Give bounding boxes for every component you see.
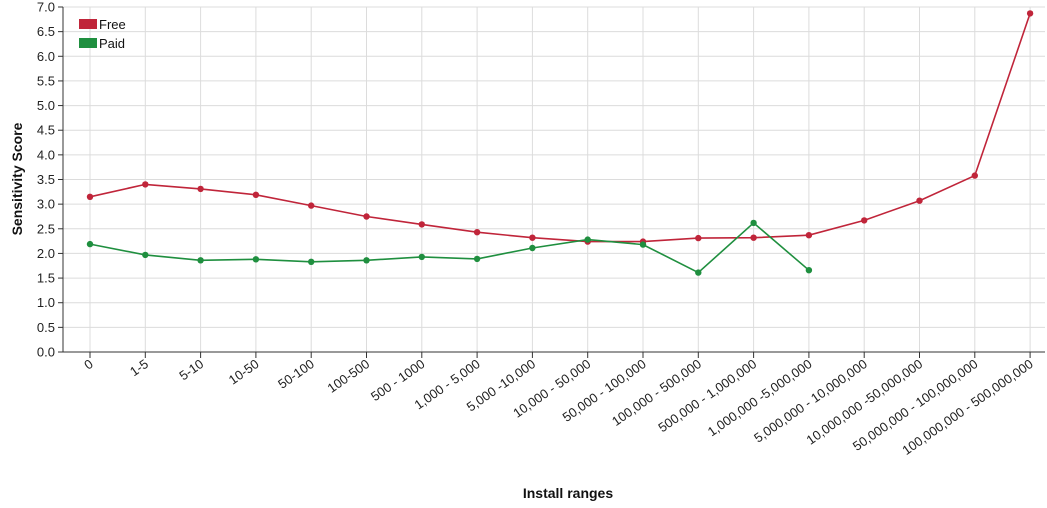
- data-point-free: [473, 229, 481, 236]
- y-tick-label: 1.0: [37, 295, 55, 310]
- data-point-free: [529, 234, 536, 241]
- x-tick-label: 5-10: [176, 356, 206, 383]
- data-point-free: [916, 197, 923, 204]
- data-point-free: [86, 193, 94, 200]
- x-tick-label: 50-100: [275, 356, 317, 392]
- data-point-free: [1026, 10, 1034, 17]
- data-point-free: [363, 213, 370, 220]
- y-tick-label: 2.0: [37, 246, 55, 261]
- y-tick-label: 4.0: [37, 147, 55, 162]
- data-point-free: [252, 191, 260, 198]
- x-tick-label: 1-5: [127, 356, 151, 379]
- y-tick-label: 1.5: [37, 271, 55, 286]
- y-tick-label: 3.0: [37, 197, 55, 212]
- data-point-paid: [142, 251, 149, 259]
- data-point-paid: [584, 236, 591, 243]
- y-tick-label: 6.5: [37, 24, 55, 39]
- data-point-free: [418, 221, 425, 228]
- y-axis-ticks: 0.0 0.5 1.0 1.5 2.0 2.5 3.0 3.5 4.0 4.5 5.0 5.5 6.0 6…: [37, 0, 63, 360]
- data-point-paid: [473, 255, 481, 263]
- data-point-free: [197, 185, 204, 193]
- legend: Free Paid: [79, 17, 126, 51]
- legend-swatch-paid: [79, 38, 97, 48]
- x-tick-label: 100-500: [325, 356, 373, 396]
- data-point-free: [861, 217, 868, 224]
- x-tick-label: 500,000 - 1,000,000: [655, 356, 759, 435]
- series-layer: [86, 10, 1034, 276]
- data-point-free: [750, 234, 757, 241]
- y-tick-label: 5.5: [37, 73, 55, 88]
- grid: [63, 6, 1045, 353]
- data-point-paid: [695, 269, 702, 276]
- data-point-free: [971, 172, 978, 179]
- data-point-free: [695, 234, 702, 242]
- series-line-free: [89, 13, 1031, 243]
- data-point-paid: [252, 256, 260, 263]
- x-axis-title: Install ranges: [523, 485, 613, 501]
- data-point-paid: [86, 240, 94, 248]
- legend-swatch-free: [79, 19, 97, 29]
- y-axis-title: Sensitivity Score: [9, 122, 25, 235]
- data-point-free: [308, 202, 315, 209]
- y-tick-label: 0.0: [37, 345, 55, 360]
- data-point-paid: [418, 253, 425, 261]
- y-tick-label: 2.5: [37, 221, 55, 236]
- y-tick-label: 4.5: [37, 123, 55, 138]
- data-point-paid: [639, 241, 647, 248]
- legend-label-paid: Paid: [99, 36, 125, 51]
- y-tick-label: 7.0: [37, 0, 55, 15]
- legend-label-free: Free: [99, 17, 126, 32]
- series-line-paid: [89, 221, 810, 274]
- data-point-free: [805, 232, 813, 239]
- data-point-paid: [750, 219, 757, 227]
- data-point-paid: [529, 244, 536, 252]
- y-tick-label: 0.5: [37, 320, 55, 335]
- x-tick-label: 10-50: [226, 356, 262, 387]
- data-point-paid: [363, 257, 370, 264]
- y-tick-label: 3.5: [37, 172, 55, 187]
- data-point-paid: [197, 257, 204, 264]
- data-point-paid: [805, 267, 813, 274]
- y-tick-label: 5.0: [37, 98, 55, 113]
- data-point-paid: [308, 258, 315, 265]
- data-point-free: [142, 181, 149, 188]
- x-tick-label: 0: [81, 356, 96, 372]
- y-tick-label: 6.0: [37, 49, 55, 64]
